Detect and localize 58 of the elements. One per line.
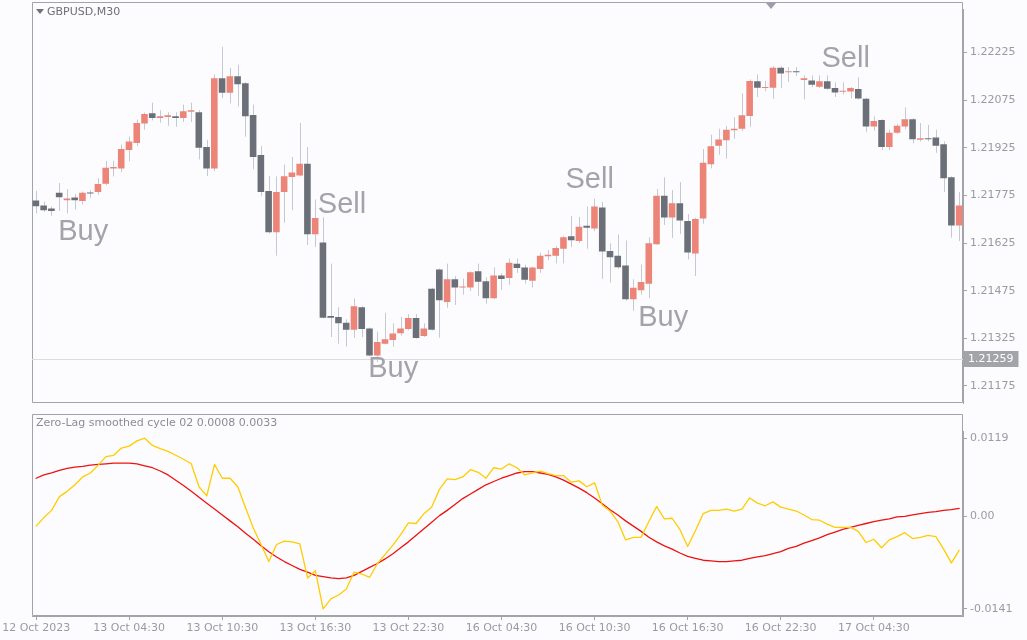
candlestick [443,263,451,309]
candlestick [800,74,808,100]
candlestick [917,122,924,142]
x-tick-label: 13 Oct 16:30 [279,621,352,635]
candlestick [777,65,784,89]
candlestick [909,117,916,144]
y-tick-label: 1.21175 [970,378,1016,392]
candlestick [474,263,482,297]
y-tick-label: 1.21625 [970,235,1016,249]
candlestick [661,176,668,226]
candlestick [342,318,350,348]
candlestick [583,206,591,250]
candlestick [886,129,893,151]
candlestick [482,276,490,305]
y-tick-label: -0.0141 [970,601,1013,615]
candlestick [32,190,40,214]
candlestick [218,46,226,99]
candlestick [490,266,497,300]
annotation: Sell [565,162,614,195]
x-tick-label: 13 Oct 10:30 [186,621,259,635]
candlestick [567,215,575,248]
candlestick [707,134,715,169]
annotation: Buy [638,299,689,332]
candlestick [754,73,761,98]
y-tick-label: 0.0119 [970,431,1009,445]
candlestick [102,160,109,186]
x-tick-label: 16 Oct 04:30 [465,621,538,635]
candlestick [412,313,420,340]
x-tick-label: 16 Oct 10:30 [558,621,631,635]
candlestick [668,189,676,239]
candlestick [591,198,598,232]
x-tick-label: 13 Oct 04:30 [93,621,166,635]
chart-title: GBPUSD,M30 [47,5,121,18]
candlestick [769,65,777,100]
y-tick-label: 1.21775 [970,188,1016,202]
candlestick [350,298,358,339]
x-tick-label: 13 Oct 22:30 [372,621,445,635]
annotation: Sell [317,186,367,219]
candlestick [676,181,684,235]
y-tick-label: 1.21475 [970,283,1016,297]
y-tick-label: 1.22075 [970,92,1016,106]
x-tick-label: 12 Oct 2023 [2,621,71,635]
ref-line-label: 1.21259 [968,351,1014,365]
x-tick-label: 16 Oct 16:30 [651,621,724,635]
candlestick [785,66,792,83]
y-tick-label: 1.21925 [970,140,1016,154]
annotation: Buy [368,350,419,383]
y-tick-label: 1.21325 [970,331,1016,345]
x-tick-label: 17 Oct 04:30 [837,621,910,635]
chart-title: Zero-Lag smoothed cycle 02 0.0008 0.0033 [36,416,278,429]
candlestick [280,164,288,224]
x-tick-label: 16 Oct 22:30 [744,621,817,635]
annotation: Buy [58,214,109,247]
candlestick [311,199,319,248]
candlestick [226,67,234,104]
y-tick-label: 1.22225 [970,45,1016,59]
y-tick-label: 0.00 [970,509,995,523]
annotation: Sell [821,40,870,73]
